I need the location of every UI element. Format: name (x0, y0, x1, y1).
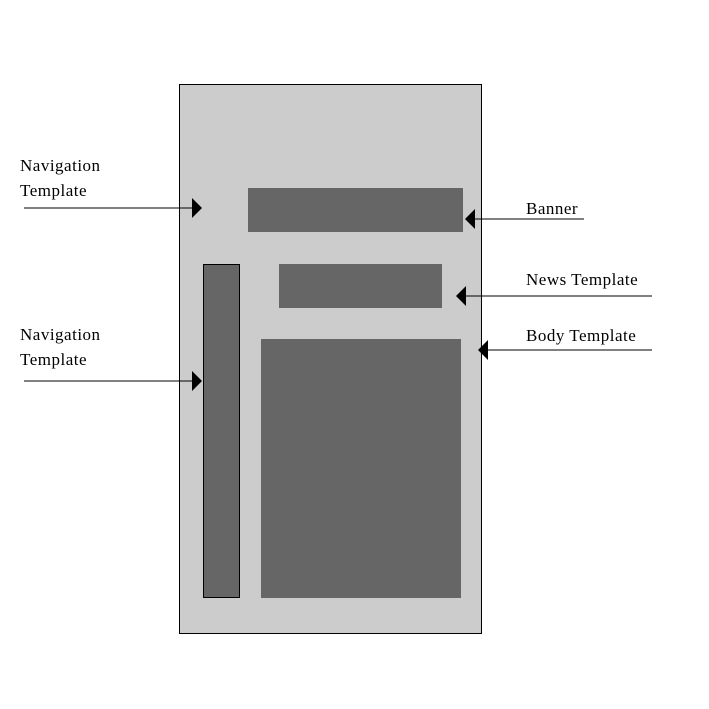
news-template-label: News Template (526, 270, 639, 289)
banner-arrowhead (465, 209, 475, 229)
news-template-block (279, 264, 442, 308)
banner-label: Banner (526, 199, 579, 218)
label-line: Navigation (20, 156, 101, 175)
body-arrowhead (478, 340, 488, 360)
body-template-label: Body Template (526, 326, 637, 345)
label-line: Template (20, 181, 88, 200)
label-line: Template (20, 350, 88, 369)
navigation-top-arrowhead (192, 198, 202, 218)
navigation-template-label-top: Navigation Template (20, 153, 101, 203)
banner-block (248, 188, 463, 232)
news-arrowhead (456, 286, 466, 306)
navigation-side-arrowhead (192, 371, 202, 391)
body-template-block (261, 339, 461, 598)
label-line: Navigation (20, 325, 101, 344)
navigation-template-side-block (203, 264, 240, 598)
navigation-template-label-side: Navigation Template (20, 322, 101, 372)
